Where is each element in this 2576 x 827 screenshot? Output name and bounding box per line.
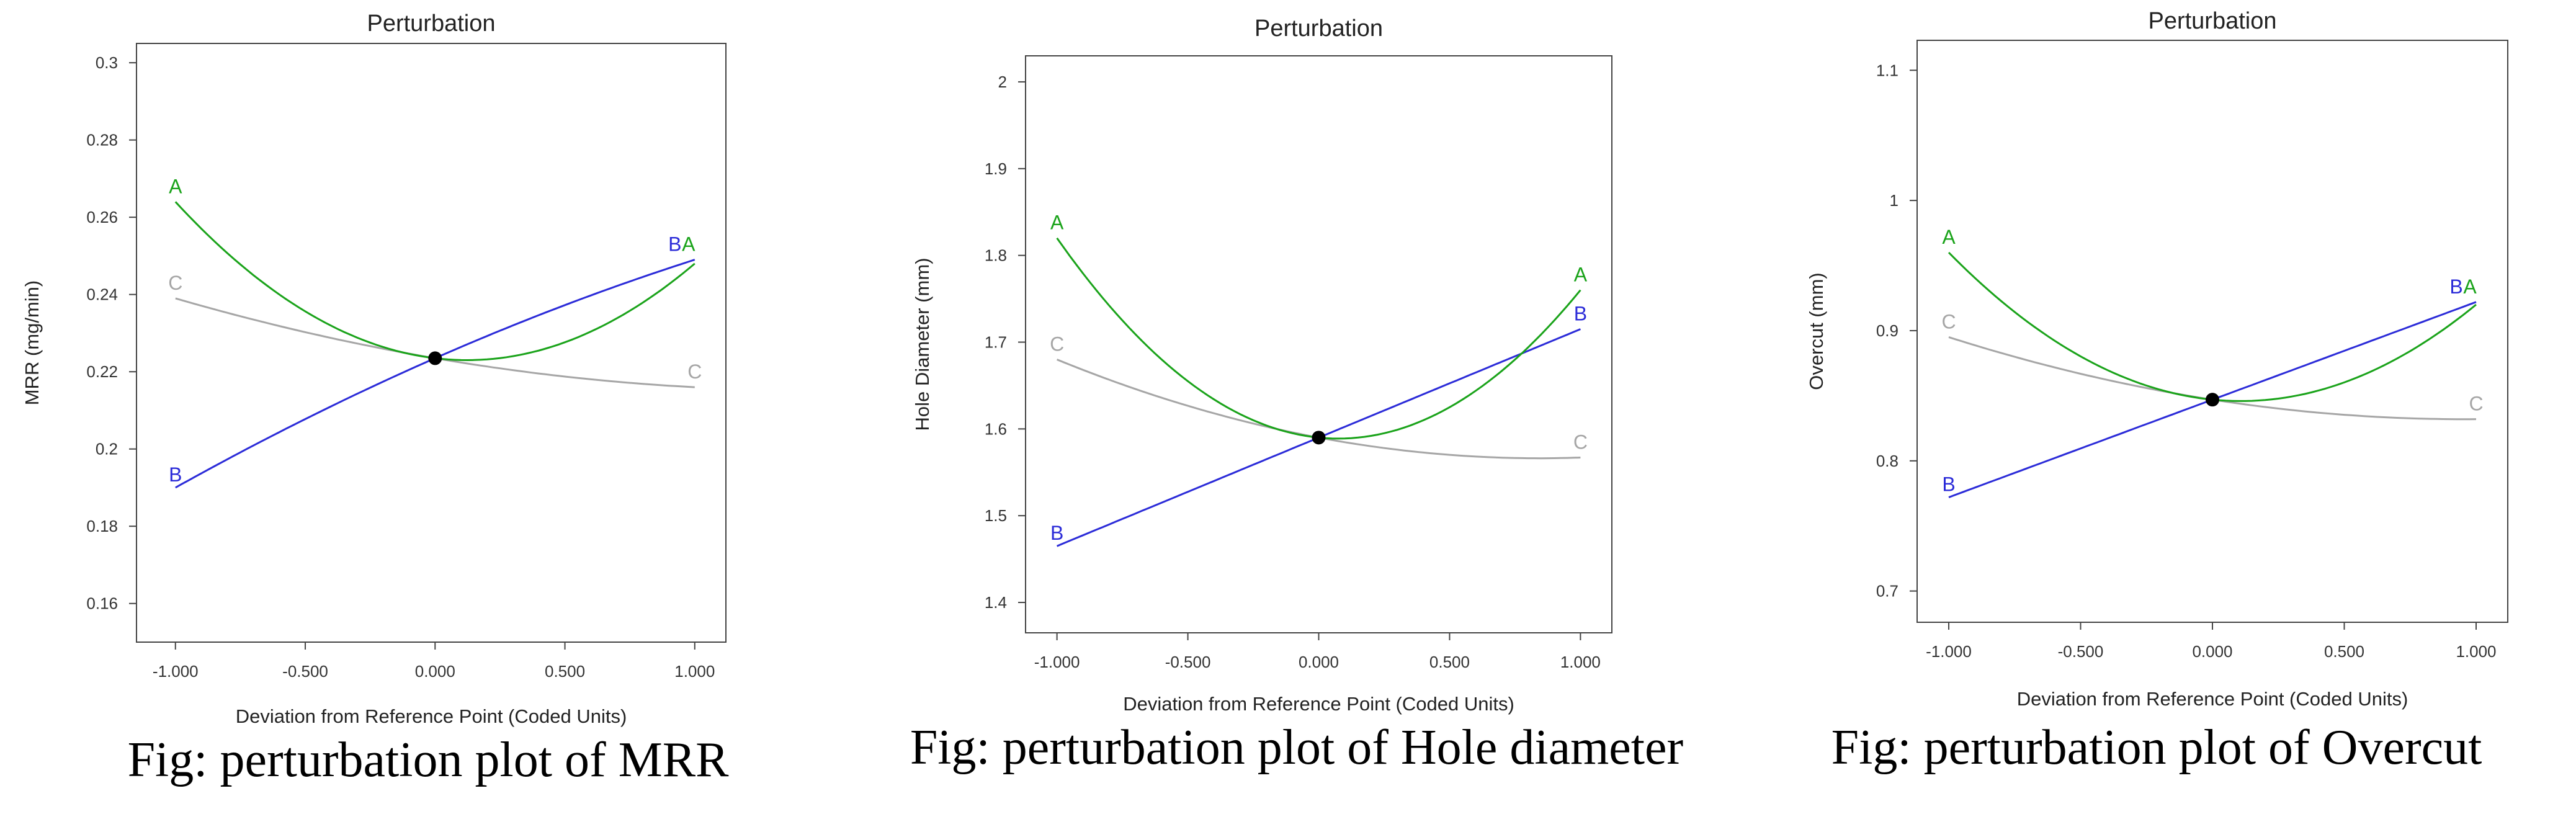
y-tick-label: 0.18 <box>86 517 118 535</box>
y-tick-label: 1.7 <box>985 333 1007 352</box>
y-axis-label: Hole Diameter (mm) <box>911 257 933 431</box>
x-tick-label: 0.000 <box>2192 642 2232 661</box>
series-label-c-right: C <box>2469 393 2483 415</box>
x-tick-label: -0.500 <box>282 662 328 681</box>
chart-title: Perturbation <box>367 11 495 37</box>
caption-hole-diameter: Fig: perturbation plot of Hole diameter <box>910 720 1684 775</box>
caption-mrr: Fig: perturbation plot of MRR <box>127 733 729 787</box>
series-label-a-right: A <box>682 233 695 256</box>
x-tick-label: 0.500 <box>1429 653 1470 671</box>
x-tick-label: 0.500 <box>2324 642 2364 661</box>
x-tick-label: 1.000 <box>2456 642 2496 661</box>
chart-panel-mrr: Perturbation 0.16 0.18 0.2 0.22 0.24 0.26 0.28 0… <box>0 0 856 827</box>
x-tick-label: -0.500 <box>1165 653 1211 671</box>
chart-title: Perturbation <box>2148 8 2276 34</box>
series-label-b-left: B <box>169 463 182 486</box>
y-tick-label: 0.7 <box>1876 582 1898 601</box>
plot-frame <box>136 43 727 643</box>
y-tick-label: 1.1 <box>1876 61 1898 79</box>
series-label-a-right: A <box>1574 264 1588 286</box>
y-axis-label: MRR (mg/min) <box>21 280 43 406</box>
plot-frame <box>1025 55 1612 633</box>
series-label-c-left: C <box>168 272 182 294</box>
y-tick-label: 0.9 <box>1876 321 1898 340</box>
y-tick-label: 1.8 <box>985 246 1007 265</box>
x-tick-label: -1.000 <box>1926 642 1972 661</box>
x-tick-label: 0.500 <box>545 662 585 681</box>
chart-overcut: Perturbation 0.7 0.8 0.9 1 1.1 -1.000 -0.500 0.0… <box>1805 8 2508 710</box>
chart-hole-diameter: Perturbation 1.4 1.5 1.6 1.7 1.8 1.9 2 -1.000 -0.… <box>911 16 1612 715</box>
series-label-c-left: C <box>1050 333 1064 355</box>
series-label-a-left: A <box>169 175 182 197</box>
x-tick-label: -1.000 <box>153 662 199 681</box>
reference-point <box>428 351 442 365</box>
series-label-c-right: C <box>687 360 702 383</box>
series-label-c-left: C <box>1941 310 1956 333</box>
series-label-b-right: B <box>2449 275 2462 298</box>
y-tick-label: 0.24 <box>86 285 118 304</box>
caption-overcut: Fig: perturbation plot of Overcut <box>1831 720 2482 775</box>
reference-point <box>2206 393 2219 407</box>
y-tick-label: 0.3 <box>96 53 118 72</box>
y-axis-label: Overcut (mm) <box>1805 272 1827 390</box>
x-axis-label: Deviation from Reference Point (Coded Un… <box>236 705 627 727</box>
y-tick-label: 0.8 <box>1876 452 1898 470</box>
x-axis-label: Deviation from Reference Point (Coded Un… <box>2017 688 2408 710</box>
x-tick-label: 0.000 <box>1299 653 1339 671</box>
series-line-a <box>1948 251 2477 402</box>
series-label-a-left: A <box>1050 212 1064 234</box>
y-tick-label: 0.2 <box>96 440 118 458</box>
x-tick-label: 1.000 <box>1560 653 1601 671</box>
series-label-b-right: B <box>1574 303 1587 325</box>
series-label-b-left: B <box>1942 473 1955 496</box>
y-tick-label: 0.26 <box>86 208 118 226</box>
chart-title: Perturbation <box>1254 16 1383 42</box>
series-line-c <box>1948 336 2477 421</box>
series-label-a-left: A <box>1942 226 1956 248</box>
series-line-a <box>1056 237 1581 440</box>
plot-frame <box>1916 40 2508 623</box>
series-label-c-right: C <box>1573 431 1588 454</box>
x-tick-label: -0.500 <box>2058 642 2104 661</box>
y-tick-label: 1.4 <box>985 593 1007 612</box>
y-tick-label: 2 <box>998 73 1007 91</box>
y-tick-label: 0.22 <box>86 362 118 381</box>
series-label-a-right: A <box>2463 275 2477 298</box>
x-tick-label: -1.000 <box>1034 653 1080 671</box>
y-tick-label: 1 <box>1890 191 1898 210</box>
x-axis-label: Deviation from Reference Point (Coded Un… <box>1123 693 1514 715</box>
y-tick-label: 1.9 <box>985 159 1007 178</box>
y-tick-label: 0.28 <box>86 131 118 150</box>
x-tick-label: 0.000 <box>415 662 455 681</box>
series-label-b-right: B <box>668 233 681 256</box>
y-tick-label: 1.5 <box>985 506 1007 525</box>
y-tick-label: 1.6 <box>985 419 1007 438</box>
series-label-b-left: B <box>1050 522 1063 544</box>
chart-panel-overcut: Perturbation 0.7 0.8 0.9 1 1.1 -1.000 -0.500 0.0… <box>1737 0 2576 827</box>
reference-point <box>1312 431 1326 445</box>
y-tick-label: 0.16 <box>86 594 118 613</box>
chart-panel-hole-diameter: Perturbation 1.4 1.5 1.6 1.7 1.8 1.9 2 -1.000 -0.… <box>856 0 1737 827</box>
x-tick-label: 1.000 <box>674 662 715 681</box>
series-line-a <box>174 201 695 362</box>
series-line-b <box>175 259 695 489</box>
chart-mrr: Perturbation 0.16 0.18 0.2 0.22 0.24 0.26 0.28 0… <box>21 11 727 727</box>
series-line-c <box>175 297 695 388</box>
